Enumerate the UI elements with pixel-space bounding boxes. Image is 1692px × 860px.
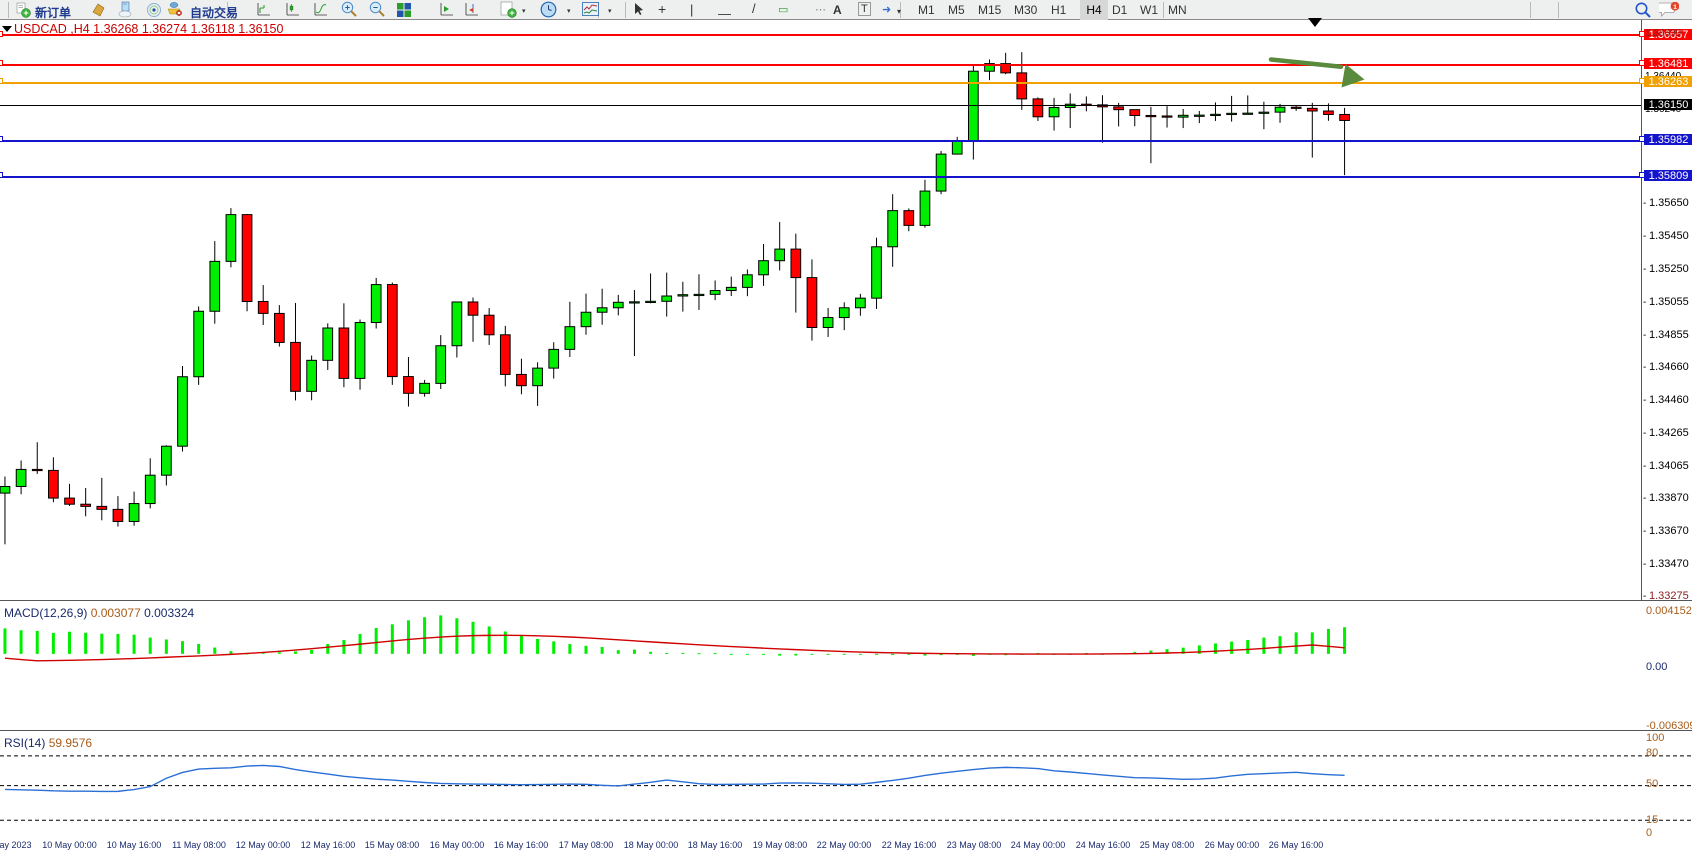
svg-text:1: 1 bbox=[1673, 4, 1677, 11]
